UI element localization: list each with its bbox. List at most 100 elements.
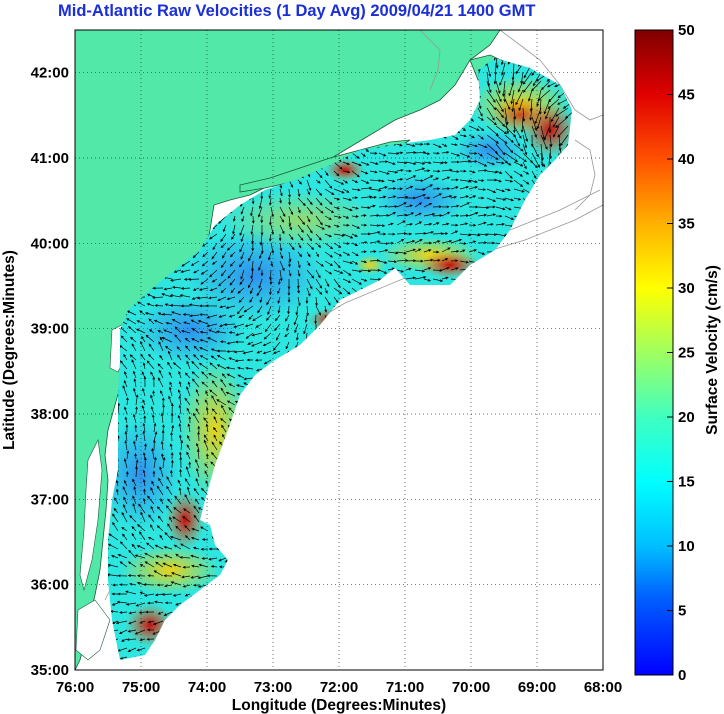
velocity-arrow: [209, 269, 218, 278]
velocity-arrow: [502, 80, 506, 98]
velocity-arrow: [305, 296, 309, 304]
velocity-arrow: [144, 312, 155, 316]
velocity-arrow: [180, 543, 191, 550]
velocity-arrow: [477, 116, 484, 121]
velocity-arrow: [396, 251, 407, 255]
velocity-arrow: [135, 406, 138, 415]
velocity-arrow: [351, 269, 363, 273]
x-tick-label: 69:00: [518, 679, 556, 696]
velocity-arrow: [250, 224, 254, 235]
velocity-arrow: [175, 525, 182, 532]
plot-frame: [74, 29, 604, 671]
velocity-arrow: [112, 513, 119, 523]
velocity-arrow: [274, 314, 281, 322]
velocity-arrow: [423, 267, 432, 271]
velocity-arrow: [216, 330, 227, 334]
velocity-arrow: [204, 399, 209, 406]
velocity-arrow: [423, 249, 432, 253]
velocity-arrow: [210, 348, 218, 352]
velocity-arrow: [512, 116, 516, 134]
velocity-arrow: [378, 152, 387, 157]
velocity-arrow: [360, 241, 368, 244]
velocity-arrow: [169, 443, 173, 451]
velocity-arrow: [251, 242, 255, 252]
velocity-arrow: [504, 134, 514, 143]
velocity-arrow: [187, 423, 191, 433]
velocity-arrow: [499, 71, 506, 86]
velocity-arrow: [306, 179, 312, 192]
velocity-arrow: [432, 187, 441, 191]
velocity-arrow: [158, 341, 164, 352]
velocity-arrow: [351, 251, 359, 257]
velocity-arrow: [258, 278, 263, 289]
velocity-arrow: [495, 170, 503, 174]
velocity-arrow: [432, 161, 444, 165]
velocity-arrow: [170, 459, 174, 469]
velocity-arrow: [495, 179, 502, 183]
velocity-arrow: [184, 372, 191, 379]
velocity-arrow: [468, 134, 475, 139]
velocity-arrow: [221, 424, 227, 433]
velocity-arrow: [237, 366, 245, 370]
velocity-arrow: [251, 233, 255, 245]
velocity-arrow: [209, 233, 218, 240]
velocity-arrow: [250, 287, 254, 295]
velocity-arrow: [174, 334, 182, 343]
y-tick-label: 39:00: [31, 321, 69, 338]
chesapeake-bay: [79, 438, 103, 592]
velocity-arrow: [201, 260, 209, 267]
velocity-arrow: [204, 470, 209, 478]
velocity-arrow: [166, 485, 173, 496]
velocity-arrow: [324, 242, 334, 250]
velocity-arrow: [216, 399, 227, 406]
velocity-arrow: [205, 304, 218, 308]
velocity-arrow: [495, 222, 505, 226]
velocity-arrow: [160, 440, 164, 451]
velocity-arrow: [127, 574, 137, 578]
velocity-arrow: [423, 169, 431, 173]
velocity-arrow: [279, 260, 285, 272]
velocity-arrow: [477, 107, 483, 117]
velocity-arrow: [135, 459, 139, 469]
velocity-arrow: [121, 511, 128, 523]
velocity-arrow: [369, 250, 377, 253]
velocity-arrow: [287, 305, 290, 315]
velocity-arrow: [333, 242, 342, 248]
velocity-arrow: [175, 602, 182, 606]
velocity-arrow: [241, 215, 245, 223]
velocity-arrow: [169, 516, 173, 523]
velocity-arrow: [405, 267, 412, 271]
velocity-arrow: [477, 152, 483, 157]
velocity-arrow: [170, 402, 174, 415]
velocity-arrow: [178, 380, 182, 388]
velocity-arrow: [221, 373, 227, 379]
velocity-arrow: [342, 223, 350, 227]
velocity-arrow: [279, 251, 284, 260]
velocity-arrow: [234, 340, 244, 344]
velocity-arrow: [450, 230, 459, 235]
velocity-arrow: [184, 525, 191, 532]
velocity-arrow: [378, 269, 388, 274]
velocity-arrow: [163, 574, 173, 578]
velocity-arrow: [178, 487, 182, 496]
velocity-arrow: [151, 480, 155, 487]
velocity-arrow: [324, 287, 328, 294]
velocity-arrow: [220, 233, 227, 243]
colorbar-ticks: 0 5 10 15 20 25 30 35 40 45 50: [667, 22, 695, 684]
velocity-arrow: [451, 160, 460, 164]
velocity-arrow: [146, 628, 155, 632]
velocity-arrow: [112, 521, 119, 532]
velocity-arrow: [369, 204, 376, 208]
velocity-arrow: [306, 260, 311, 267]
velocity-arrow: [226, 341, 236, 345]
velocity-arrow: [211, 251, 218, 260]
velocity-arrow: [504, 152, 519, 163]
velocity-arrow: [486, 205, 496, 209]
velocity-arrow: [441, 168, 453, 172]
velocity-arrow: [117, 402, 121, 415]
velocity-arrow: [288, 188, 291, 198]
velocity-arrow: [207, 337, 218, 343]
velocity-arrow: [170, 469, 173, 478]
velocity-arrow: [423, 258, 434, 262]
velocity-arrow: [486, 134, 499, 144]
